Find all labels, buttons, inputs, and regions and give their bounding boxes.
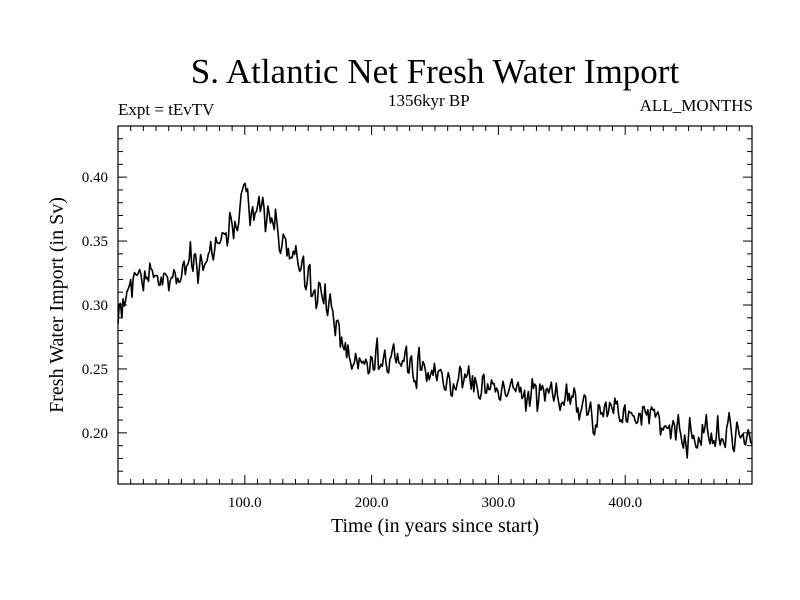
y-axis-label: Fresh Water Import (in Sv): [46, 197, 68, 413]
y-tick-label: 0.35: [82, 234, 108, 250]
axis-ticks: [118, 126, 752, 484]
chart-title: S. Atlantic Net Fresh Water Import: [190, 52, 680, 91]
y-tick-label: 0.30: [82, 298, 108, 314]
experiment-label: Expt = tEvTV: [118, 100, 215, 119]
x-tick-label: 300.0: [482, 495, 516, 511]
y-tick-labels: 0.20 0.25 0.30 0.35 0.40: [82, 170, 108, 442]
period-label: 1356kyr BP: [388, 91, 470, 110]
plot-frame: [117, 125, 753, 485]
x-tick-label: 100.0: [228, 495, 262, 511]
y-tick-label: 0.25: [82, 362, 108, 378]
x-tick-label: 400.0: [608, 495, 642, 511]
x-tick-labels: 100.0 200.0 300.0 400.0: [228, 495, 642, 511]
months-label: ALL_MONTHS: [639, 96, 753, 115]
x-tick-label: 200.0: [355, 495, 389, 511]
y-tick-label: 0.20: [82, 426, 108, 442]
y-tick-label: 0.40: [82, 170, 108, 186]
series-line: [117, 182, 753, 459]
x-axis-label: Time (in years since start): [331, 515, 539, 537]
